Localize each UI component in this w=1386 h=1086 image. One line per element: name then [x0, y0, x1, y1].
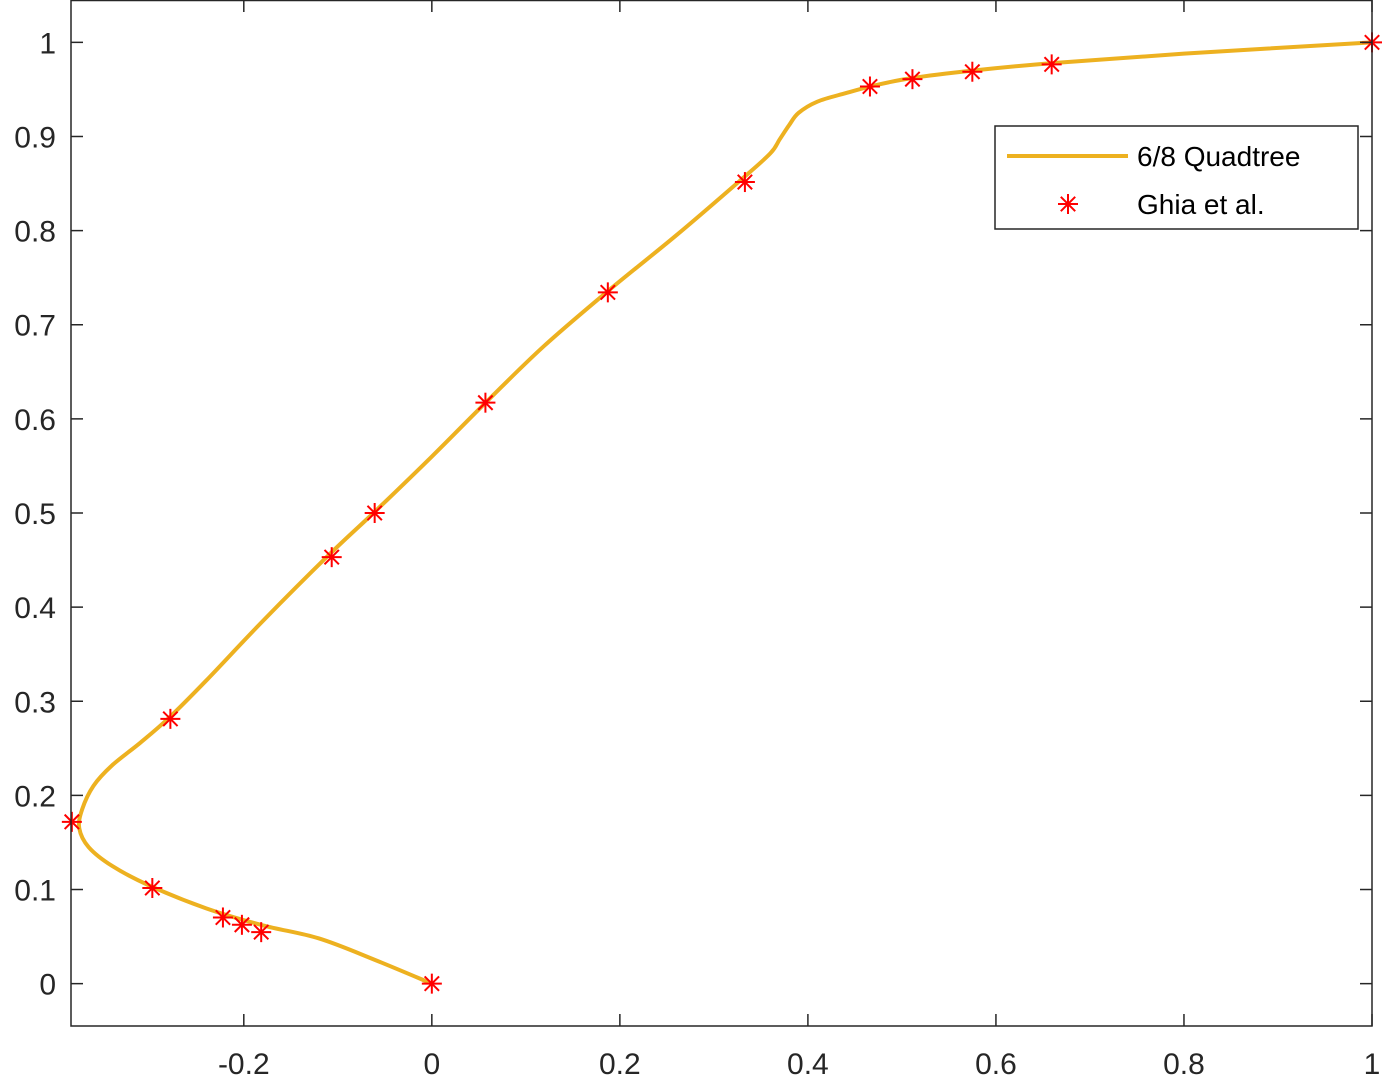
- legend-label-quadtree: 6/8 Quadtree: [1137, 141, 1300, 172]
- x-tick-label: 0.6: [975, 1048, 1017, 1081]
- data-point-ghia: [251, 922, 272, 943]
- y-tick-label: 0.9: [14, 121, 56, 154]
- data-point-ghia: [734, 172, 755, 193]
- data-point-ghia: [61, 811, 82, 832]
- legend: 6/8 Quadtree Ghia et al.: [994, 125, 1359, 230]
- legend-label-ghia: Ghia et al.: [1137, 189, 1265, 220]
- data-point-ghia: [212, 907, 233, 928]
- marker-layer: [61, 32, 1382, 994]
- y-tick-label: 0.8: [14, 216, 56, 249]
- x-tick-label: 0.2: [599, 1048, 641, 1081]
- legend-asterisk-icon: [1058, 194, 1078, 214]
- y-tick-label: 1: [39, 27, 56, 60]
- data-point-ghia: [142, 878, 163, 899]
- x-tick-label: 0.4: [787, 1048, 829, 1081]
- data-point-ghia: [364, 503, 385, 523]
- y-tick-label: 0.4: [14, 592, 56, 625]
- y-tick-label: 0: [39, 969, 56, 1002]
- data-point-ghia: [231, 914, 252, 935]
- x-tick-label: 0.8: [1163, 1048, 1205, 1081]
- x-ticks: -0.2 0 0.2 0.4 0.6 0.8 1: [218, 0, 1380, 1081]
- y-tick-label: 0.6: [14, 404, 56, 437]
- data-point-ghia: [902, 69, 923, 90]
- data-point-ghia: [475, 392, 496, 413]
- y-ticks: 0 0.1 0.2 0.3 0.4 0.5 0.6 0.7 0.8 0.9 1: [14, 27, 1372, 1002]
- legend-box: [994, 125, 1359, 230]
- y-tick-label: 0.5: [14, 498, 56, 531]
- y-tick-label: 0.7: [14, 310, 56, 343]
- x-tick-label: -0.2: [218, 1048, 270, 1081]
- y-tick-label: 0.1: [14, 875, 56, 908]
- y-tick-label: 0.3: [14, 686, 56, 719]
- data-point-ghia: [597, 282, 618, 303]
- data-point-ghia: [321, 547, 342, 568]
- data-point-ghia: [1041, 54, 1062, 75]
- x-tick-label: 1: [1364, 1048, 1381, 1081]
- data-point-ghia: [962, 61, 983, 82]
- data-point-ghia: [859, 76, 880, 97]
- x-tick-label: 0: [423, 1048, 440, 1081]
- legend-marker-sample: [1058, 194, 1078, 214]
- data-point-ghia: [421, 973, 442, 994]
- data-point-ghia: [160, 708, 181, 729]
- y-tick-label: 0.2: [14, 780, 56, 813]
